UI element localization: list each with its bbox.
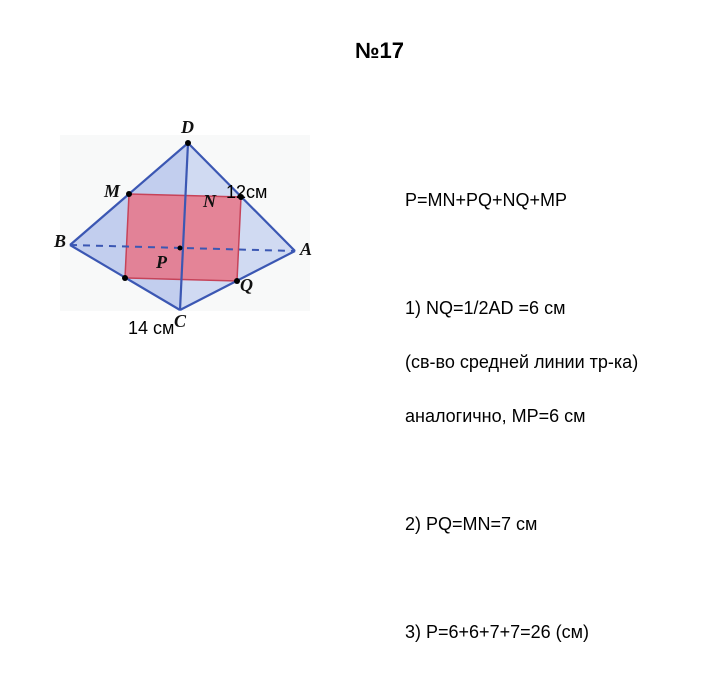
solution-line-3: (св-во средней линии тр-ка) bbox=[405, 349, 638, 376]
annotation-14cm: 14 см bbox=[128, 318, 174, 339]
label-m: M bbox=[104, 181, 120, 202]
annotation-12cm: 12см bbox=[226, 182, 267, 203]
label-d: D bbox=[181, 117, 194, 138]
solution-line-4: аналогично, MP=6 см bbox=[405, 403, 638, 430]
solution-line-6: 3) P=6+6+7+7=26 (см) bbox=[405, 619, 638, 646]
solution-line-2: 1) NQ=1/2AD =6 см bbox=[405, 295, 638, 322]
label-b: B bbox=[54, 231, 66, 252]
page-title: №17 bbox=[355, 38, 404, 64]
label-c: C bbox=[174, 311, 186, 332]
solution-line-5: 2) PQ=MN=7 см bbox=[405, 511, 638, 538]
label-p: P bbox=[156, 252, 167, 273]
tetrahedron-diagram: D B A C M N P Q bbox=[60, 135, 310, 335]
diagram-svg bbox=[60, 135, 310, 335]
label-a: A bbox=[300, 239, 312, 260]
label-q: Q bbox=[240, 275, 253, 296]
label-n: N bbox=[203, 191, 216, 212]
solution-block: P=MN+PQ+NQ+MP 1) NQ=1/2AD =6 см (св-во с… bbox=[405, 160, 638, 673]
solution-line-1: P=MN+PQ+NQ+MP bbox=[405, 187, 638, 214]
